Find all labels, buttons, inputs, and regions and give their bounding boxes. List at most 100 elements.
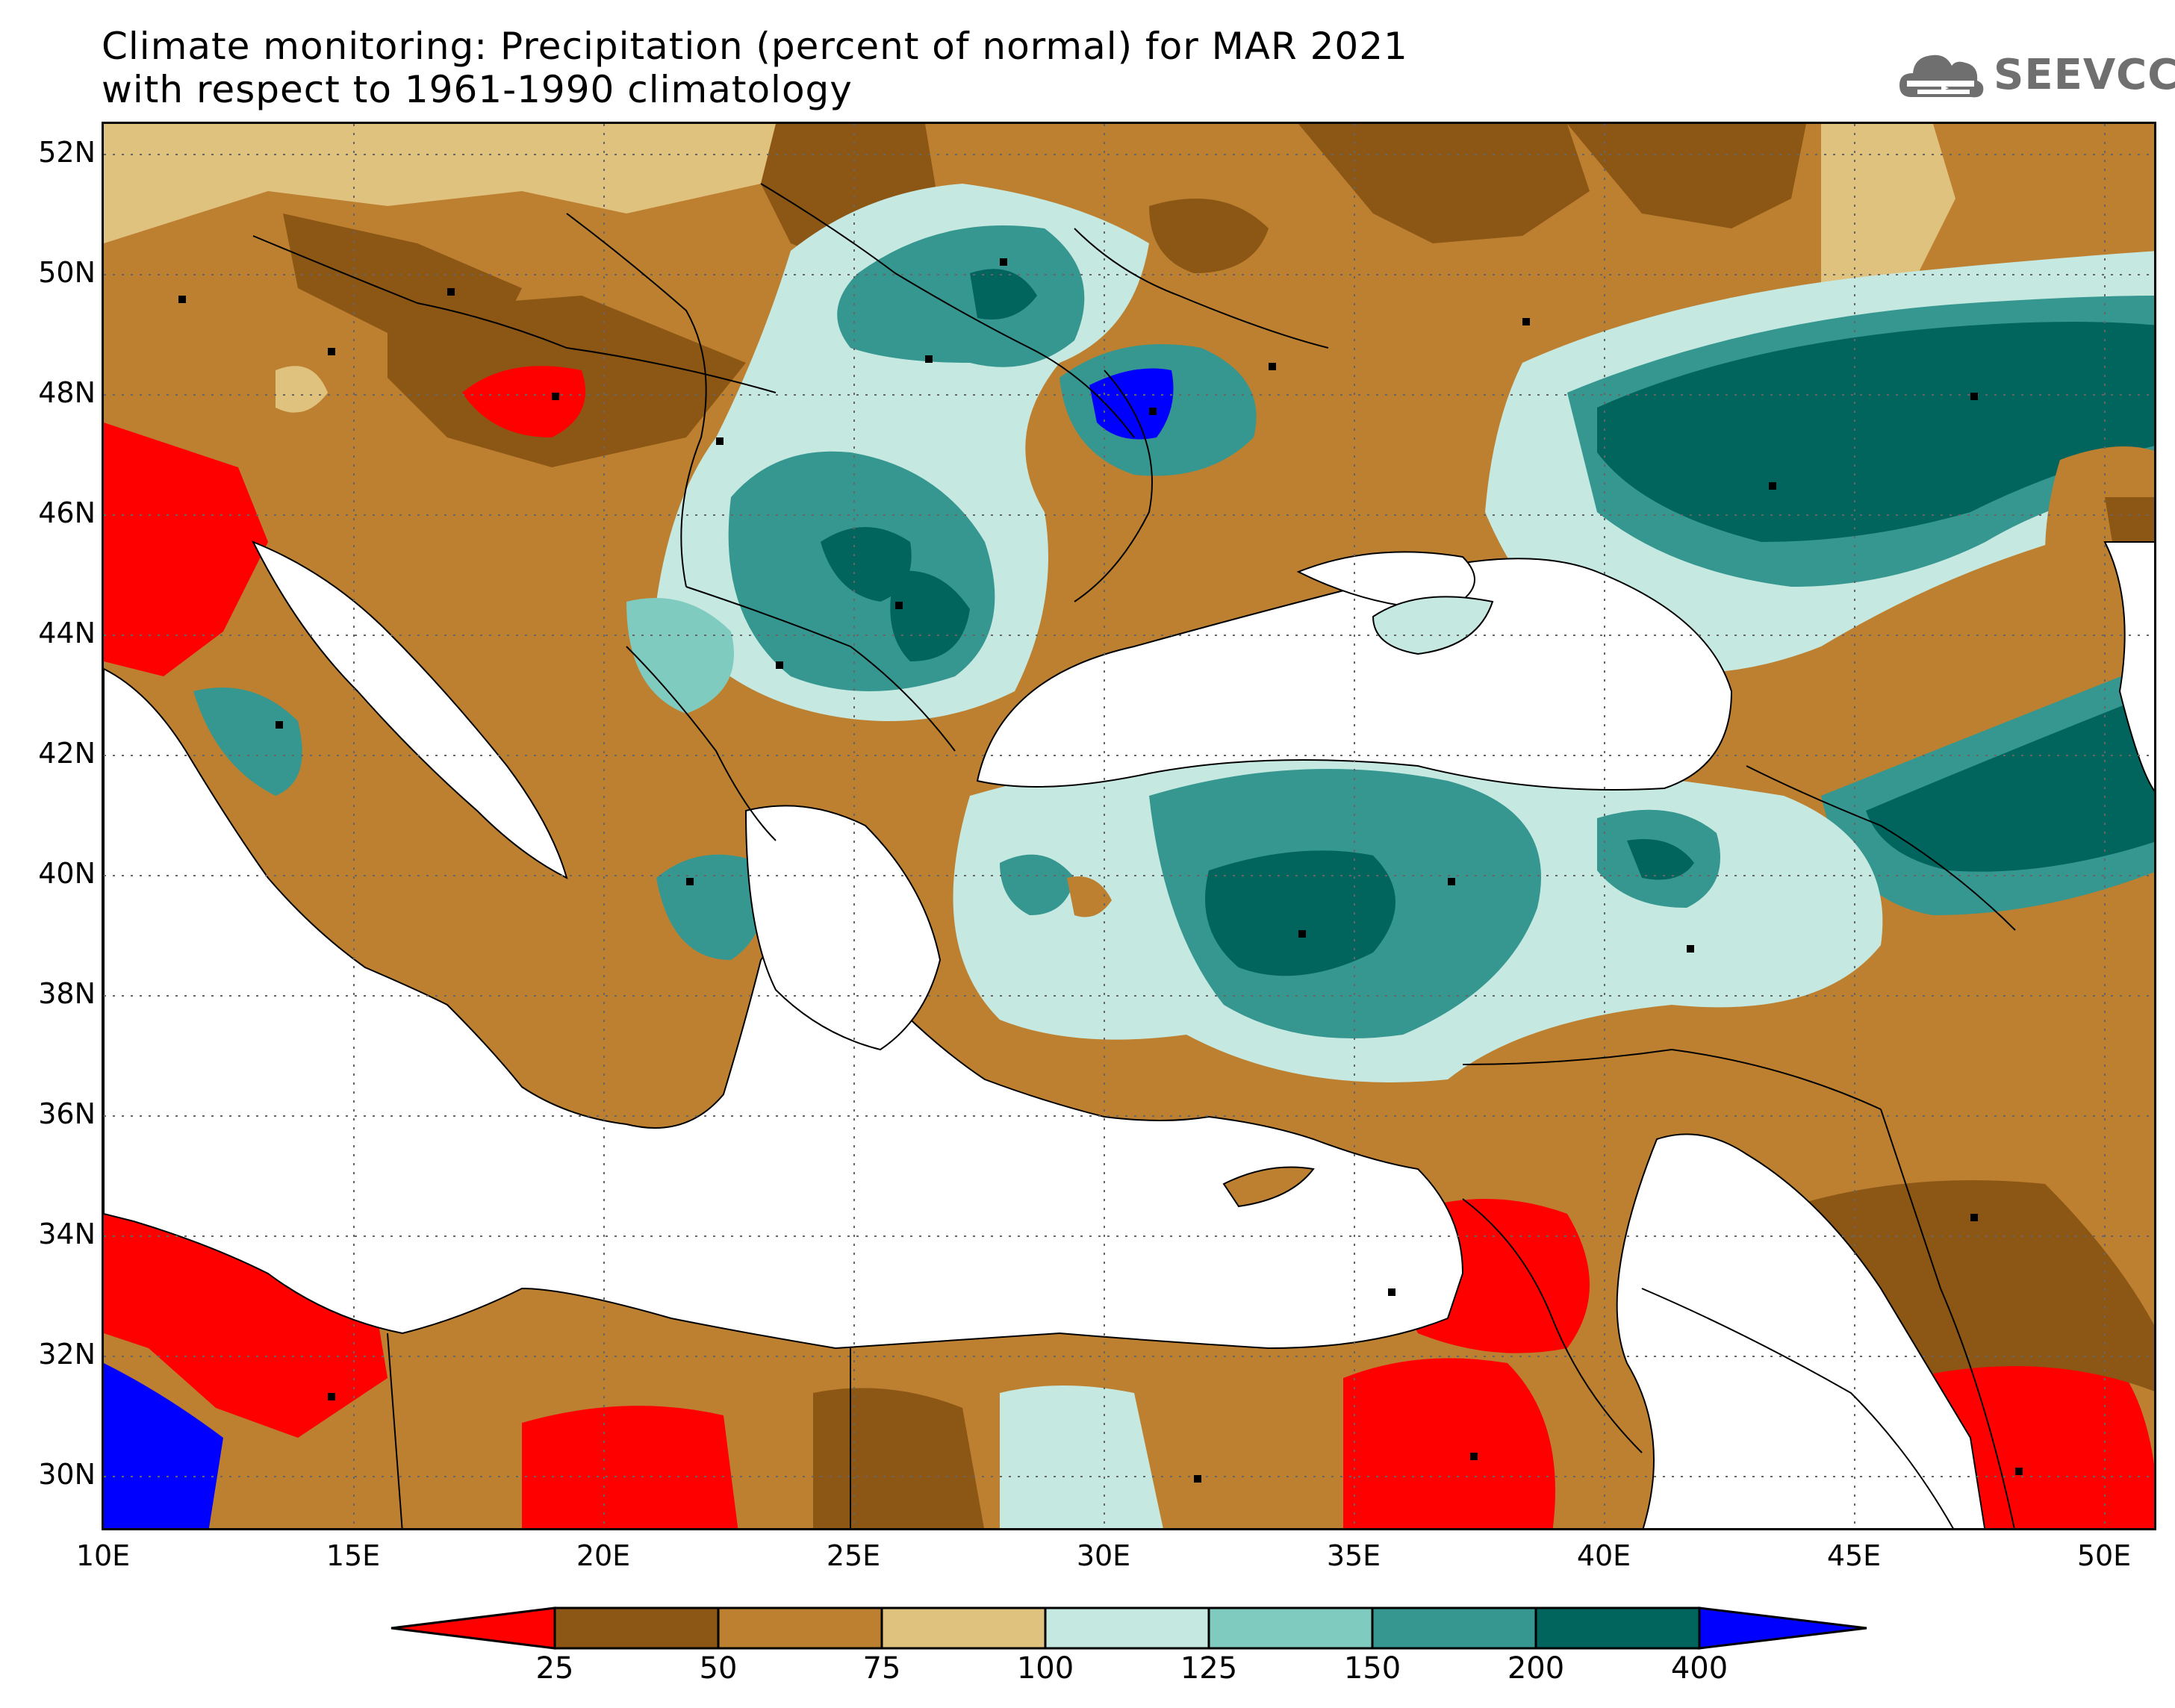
station-marker (1149, 408, 1157, 415)
cloud-icon (1899, 54, 1984, 98)
field-patch (1597, 322, 2154, 542)
station-marker (552, 393, 559, 400)
border-line (1641, 1288, 1954, 1528)
field-patch (522, 1406, 738, 1528)
field-patch (821, 527, 912, 602)
field-patch (1298, 124, 1590, 243)
border-line (760, 183, 1135, 438)
border-line (387, 1333, 403, 1528)
field-patch (970, 269, 1037, 320)
station-marker (447, 288, 455, 296)
lat-label: 44N (38, 617, 96, 649)
station-marker (1522, 318, 1530, 325)
lon-label: 45E (1826, 1539, 1882, 1572)
field-patch (276, 366, 328, 413)
lat-label: 40N (38, 857, 96, 890)
colorbar-label: 125 (1180, 1651, 1238, 1686)
field-patch (1343, 1358, 1555, 1528)
field-patch (1627, 839, 1694, 880)
colorbar-label: 50 (699, 1651, 738, 1686)
lat-label: 50N (38, 256, 96, 289)
border-line (1462, 1198, 1643, 1453)
field-patch (837, 225, 1085, 367)
colorbar-arrow-high (1698, 1606, 1867, 1650)
station-marker (716, 437, 724, 445)
lat-label: 48N (38, 376, 96, 409)
colorbar-label: 25 (535, 1651, 574, 1686)
station-marker (686, 878, 694, 885)
station-marker (1194, 1475, 1201, 1483)
mediterranean-sea (104, 667, 1464, 1350)
colorbar-bin (880, 1606, 1047, 1650)
aegean-sea (744, 805, 942, 1051)
station-marker (925, 355, 933, 363)
station-marker (1970, 393, 1978, 400)
field-patch (104, 423, 268, 676)
azov-sea (1296, 551, 1475, 611)
colorbar-bin (1371, 1606, 1537, 1650)
caspian-sea (2103, 541, 2154, 792)
field-patch (1067, 876, 1112, 917)
logo-text: SEEVCCC (1994, 51, 2175, 99)
colorbar-label: 75 (862, 1651, 901, 1686)
station-marker (1388, 1288, 1395, 1296)
station-marker (1269, 363, 1276, 370)
lon-label: 20E (576, 1539, 631, 1572)
lon-label: 35E (1326, 1539, 1381, 1572)
border-line (1074, 228, 1329, 349)
field-patch (626, 598, 734, 714)
station-marker (1000, 258, 1007, 266)
colorbar-bin (1044, 1606, 1210, 1650)
border-line (252, 235, 777, 393)
lon-label: 25E (826, 1539, 881, 1572)
lat-label: 30N (38, 1458, 96, 1491)
station-marker (328, 348, 335, 355)
precipitation-field (104, 124, 2154, 1528)
border-line (685, 586, 956, 752)
no-data-area (1616, 1133, 1986, 1528)
precipitation-map (102, 122, 2156, 1530)
lat-label: 38N (38, 977, 96, 1010)
station-marker (895, 602, 903, 609)
colorbar-bin (1534, 1606, 1701, 1650)
border-line (1462, 1048, 1882, 1110)
field-patch (104, 1199, 388, 1438)
black-sea (976, 558, 1733, 791)
lon-label: 50E (2076, 1539, 2132, 1572)
map-subtitle: with respect to 1961-1990 climatology (102, 68, 853, 111)
colorbar-label: 100 (1016, 1651, 1074, 1686)
station-marker (178, 296, 186, 303)
border-line (1746, 765, 2016, 931)
field-patch (1149, 199, 1269, 273)
station-markers (178, 258, 2023, 1483)
colorbar-label: 200 (1507, 1651, 1565, 1686)
field-patch (1089, 368, 1174, 440)
field-patch (1000, 854, 1074, 915)
lat-label: 34N (38, 1218, 96, 1250)
crimea (1372, 596, 1494, 655)
colorbar-label: 150 (1343, 1651, 1401, 1686)
station-marker (776, 661, 783, 669)
lon-label: 40E (1576, 1539, 1631, 1572)
field-patch (1205, 850, 1395, 976)
station-marker (1970, 1214, 1978, 1221)
field-patch (890, 570, 970, 661)
station-marker (1448, 878, 1455, 885)
adriatic-sea (251, 540, 568, 879)
sea-areas (104, 540, 2154, 1528)
station-marker (1687, 945, 1694, 953)
station-marker (2015, 1468, 2023, 1475)
lat-label: 46N (38, 496, 96, 529)
field-patch (1000, 1386, 1163, 1528)
lat-label: 32N (38, 1338, 96, 1371)
map-grid (104, 124, 2154, 1528)
station-marker (328, 1393, 335, 1400)
border-line (1880, 1109, 2015, 1528)
field-patch (193, 688, 302, 796)
station-marker (1769, 482, 1776, 490)
field-patch (1866, 693, 2154, 872)
field-patch (462, 366, 585, 437)
field-patch (656, 854, 765, 960)
station-marker (1470, 1453, 1478, 1460)
seevccc-logo: SEEVCCC (1896, 39, 2175, 113)
